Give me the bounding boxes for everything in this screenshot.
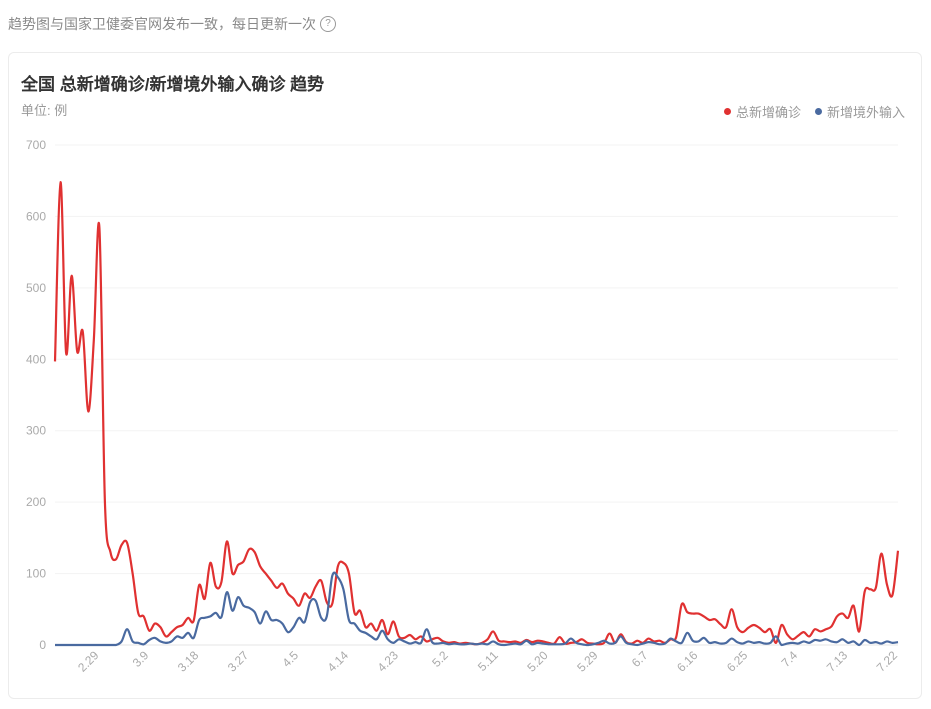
x-tick-label: 3.9 — [130, 648, 152, 670]
x-tick-label: 4.5 — [279, 648, 301, 670]
y-tick-label: 600 — [26, 209, 46, 223]
x-tick-label: 6.16 — [674, 648, 701, 675]
x-tick-label: 4.23 — [375, 648, 402, 675]
y-tick-label: 700 — [26, 138, 46, 152]
x-tick-label: 6.25 — [724, 648, 751, 675]
y-tick-label: 100 — [26, 567, 46, 581]
update-note-text: 趋势图与国家卫健委官网发布一致，每日更新一次 — [8, 16, 316, 32]
y-tick-label: 400 — [26, 352, 46, 366]
chart-title: 全国 总新增确诊/新增境外输入确诊 趋势 — [21, 75, 325, 94]
x-tick-label: 4.14 — [325, 648, 352, 675]
chart-card — [8, 52, 922, 699]
y-tick-label: 500 — [26, 281, 46, 295]
y-tick-label: 300 — [26, 424, 46, 438]
unit-label: 单位: 例 — [21, 103, 68, 118]
y-tick-label: 200 — [26, 495, 46, 509]
legend-item-total[interactable]: 总新增确诊 — [723, 102, 801, 121]
legend: 总新增确诊 新增境外输入 — [723, 102, 905, 121]
y-tick-label: 0 — [39, 638, 46, 652]
x-tick-label: 5.11 — [475, 648, 501, 674]
series-line-imported — [55, 571, 899, 647]
legend-label-total: 总新增确诊 — [735, 105, 801, 120]
legend-item-imported[interactable]: 新增境外输入 — [814, 102, 905, 121]
legend-label-imported: 新增境外输入 — [826, 105, 905, 120]
help-icon[interactable]: ? — [320, 16, 336, 32]
x-tick-label: 6.7 — [629, 648, 651, 670]
x-tick-label: 7.22 — [874, 648, 901, 675]
x-tick-label: 5.29 — [574, 648, 601, 675]
x-tick-label: 3.18 — [175, 648, 202, 675]
x-tick-label: 5.20 — [524, 648, 551, 675]
legend-dot-total — [723, 108, 731, 115]
x-tick-label: 2.29 — [75, 648, 102, 675]
update-note: 趋势图与国家卫健委官网发布一致，每日更新一次 ? — [8, 14, 336, 34]
legend-dot-imported — [814, 108, 822, 115]
x-tick-label: 5.2 — [429, 648, 451, 670]
x-tick-label: 7.4 — [779, 648, 801, 670]
series-line-total — [53, 181, 900, 646]
x-tick-label: 3.27 — [225, 648, 252, 675]
x-tick-label: 7.13 — [824, 648, 851, 675]
